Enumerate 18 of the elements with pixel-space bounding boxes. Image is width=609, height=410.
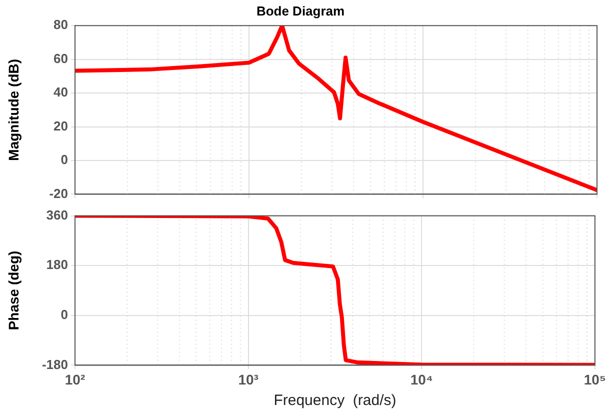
y-axis-title: Magnitude (dB) bbox=[5, 58, 22, 161]
y-tick-label: 40 bbox=[54, 84, 68, 100]
x-tick-label: 10⁵ bbox=[584, 371, 606, 388]
y-tick-label: 180 bbox=[46, 257, 68, 272]
y-tick-label: -180 bbox=[42, 356, 68, 372]
y-tick-label: 60 bbox=[54, 50, 68, 66]
x-tick-label: 10³ bbox=[238, 371, 259, 388]
x-axis-title: Frequency (rad/s) bbox=[274, 392, 396, 410]
y-tick-label: 360 bbox=[46, 207, 68, 222]
chart-title: Bode Diagram bbox=[256, 3, 345, 18]
x-tick-label: 10⁴ bbox=[410, 371, 433, 388]
y-tick-label: 80 bbox=[54, 17, 68, 32]
y-tick-label: 0 bbox=[60, 152, 68, 168]
y-tick-label: -20 bbox=[49, 186, 68, 201]
y-tick-label: 0 bbox=[60, 306, 68, 322]
x-tick-label: 10² bbox=[64, 371, 86, 388]
y-tick-label: 20 bbox=[54, 118, 68, 134]
y-axis-title: Phase (deg) bbox=[5, 250, 22, 330]
